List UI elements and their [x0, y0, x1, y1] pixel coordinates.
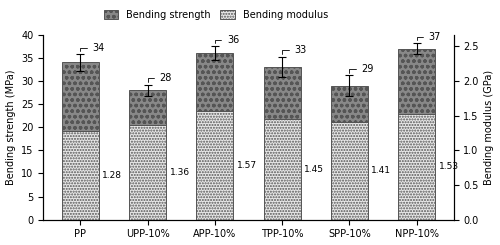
Text: 1.28: 1.28: [102, 171, 122, 180]
Bar: [331, 86, 368, 122]
Bar: [196, 53, 234, 111]
Text: 1.57: 1.57: [236, 161, 257, 170]
Bar: [331, 122, 368, 220]
Legend: Bending strength, Bending modulus: Bending strength, Bending modulus: [100, 6, 332, 24]
Bar: [62, 131, 99, 220]
Text: 1.41: 1.41: [372, 166, 392, 175]
Bar: [62, 62, 99, 131]
Text: 28: 28: [148, 73, 172, 83]
Bar: [196, 111, 234, 220]
Text: 1.45: 1.45: [304, 165, 324, 174]
Text: 29: 29: [350, 64, 374, 74]
Text: 1.53: 1.53: [438, 162, 458, 171]
Text: 36: 36: [215, 35, 239, 45]
Bar: [129, 125, 166, 220]
Bar: [129, 90, 166, 125]
Text: 33: 33: [282, 46, 306, 55]
Bar: [264, 119, 300, 220]
Bar: [398, 49, 435, 113]
Y-axis label: Bending modulus (GPa): Bending modulus (GPa): [484, 70, 494, 185]
Bar: [264, 67, 300, 119]
Text: 37: 37: [416, 32, 441, 42]
Y-axis label: Bending strength (MPa): Bending strength (MPa): [6, 69, 16, 185]
Text: 1.36: 1.36: [170, 168, 190, 177]
Bar: [398, 113, 435, 220]
Text: 34: 34: [80, 43, 104, 53]
